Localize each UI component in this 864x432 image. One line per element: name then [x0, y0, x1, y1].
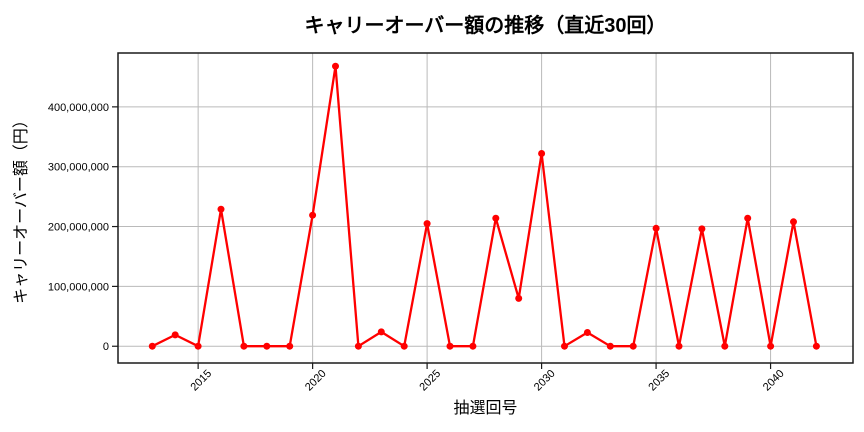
data-point [263, 342, 271, 350]
y-tick-label: 400,000,000 [48, 102, 109, 114]
data-point [423, 220, 431, 228]
x-tick-label: 2030 [532, 368, 558, 394]
data-point [583, 329, 591, 336]
y-tick-label: 300,000,000 [48, 162, 109, 174]
x-tick-label: 2025 [417, 368, 443, 394]
y-tick-label: 100,000,000 [48, 281, 109, 293]
data-point [469, 342, 477, 350]
plot-border [117, 52, 854, 364]
data-point [194, 342, 202, 350]
series-line [151, 65, 818, 348]
data-point [812, 342, 820, 350]
x-tick-label: 2020 [303, 368, 329, 394]
data-points [148, 62, 820, 350]
x-tick-label: 2015 [188, 368, 214, 394]
y-tick-labels: 0 100,000,000 200,000,000 300,000,000 400,00… [48, 102, 109, 353]
data-point [606, 342, 614, 350]
data-point [698, 225, 706, 233]
data-point [217, 205, 225, 213]
y-tick-label: 0 [103, 341, 109, 353]
data-point [790, 218, 797, 226]
data-point [538, 150, 546, 157]
x-axis-label: 抽選回号 [453, 400, 518, 417]
data-point [286, 342, 294, 350]
grid-lines [118, 53, 853, 363]
x-tick-label: 2040 [761, 368, 787, 394]
chart-title: キャリーオーバー額の推移（直近30回） [304, 15, 667, 37]
data-point [240, 342, 248, 350]
data-point [767, 342, 775, 350]
data-point [744, 214, 752, 222]
data-point [492, 214, 500, 222]
data-point [446, 342, 454, 350]
data-point [721, 342, 729, 350]
data-point [629, 342, 637, 350]
data-point [561, 342, 568, 350]
x-tick-labels: 2015 2020 2025 2030 2035 2040 [188, 368, 786, 394]
data-point [675, 342, 683, 350]
data-point [515, 294, 523, 302]
data-point [377, 328, 385, 336]
data-point [309, 211, 317, 219]
data-point [354, 342, 362, 350]
x-tick-label: 2035 [646, 368, 672, 394]
data-point [332, 62, 339, 70]
data-point [148, 342, 156, 350]
data-point [652, 224, 660, 232]
y-tick-label: 200,000,000 [48, 222, 109, 234]
data-point [171, 331, 179, 339]
tick-marks [112, 106, 772, 369]
data-point [400, 342, 408, 350]
